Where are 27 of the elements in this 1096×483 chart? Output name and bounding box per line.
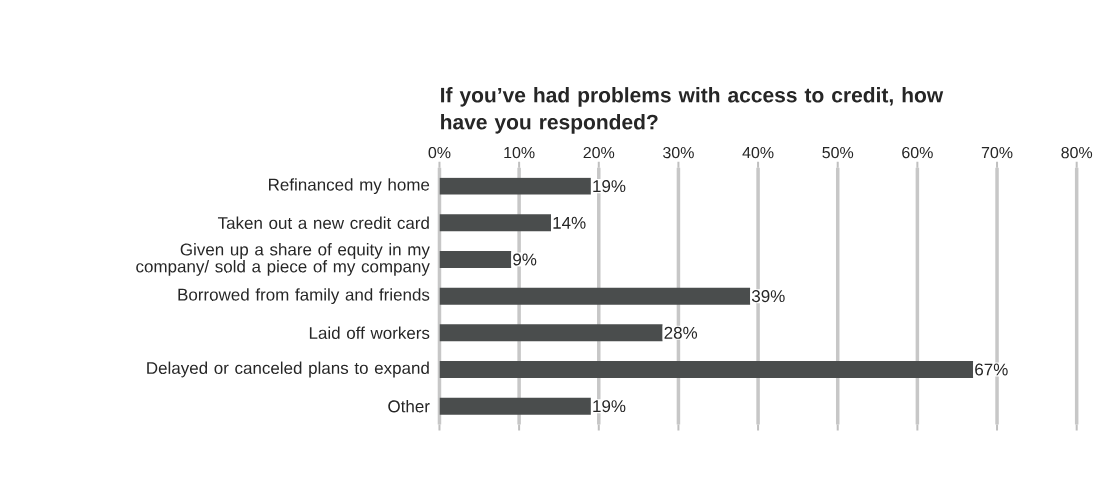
y-tick-label: Laid off workers [309,326,430,339]
x-tick-label: 0% [428,146,451,159]
data-label: 14% [553,216,586,229]
data-label: 19% [593,399,626,412]
x-tick-label: 80% [1061,146,1093,159]
data-label: 28% [664,326,698,339]
y-tick-label: Borrowed from family and friends [178,288,430,304]
x-tick-label: 70% [981,146,1013,159]
data-label: 9% [513,253,537,266]
y-tick-label: Given up a share of equity in my company/ sold a piece of my company [136,242,430,276]
y-tick-label: Taken out a new credit card [217,216,429,229]
x-tick-label: 30% [663,146,694,159]
x-tick-label: 50% [822,146,854,159]
bar [439,177,591,195]
x-tick-label: 60% [902,146,933,159]
y-tick-label: Other [388,399,430,413]
bar [439,214,551,232]
x-tick-label: 20% [583,146,615,159]
x-tick-label: 10% [504,146,535,159]
data-label: 19% [593,179,626,192]
x-tick-label: 40% [742,146,774,159]
chart-title: If you’ve had problems with access to credit, how have you responded? [441,86,944,134]
data-label: 67% [975,363,1008,376]
y-tick-label: Refinanced my home [269,178,430,194]
y-tick-label: Delayed or canceled plans to expand [147,361,429,378]
bar [439,397,591,415]
data-label: 39% [751,289,785,302]
